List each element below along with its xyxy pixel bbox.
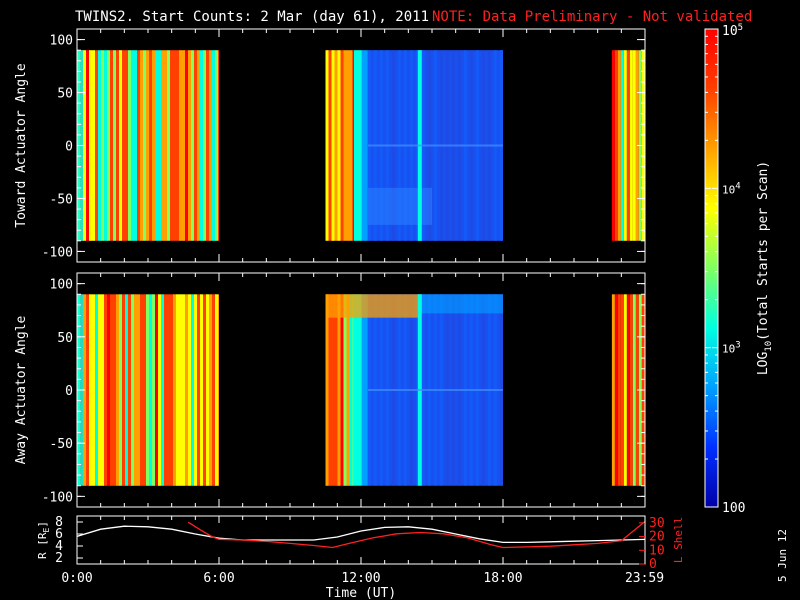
y-tick-label: -50 bbox=[50, 437, 73, 452]
right-tick-label: 30 bbox=[649, 516, 665, 531]
y-tick-label: 0 bbox=[65, 140, 73, 155]
preliminary-note: NOTE: Data Preliminary - Not validated bbox=[432, 9, 752, 25]
x-tick-label: 6:00 bbox=[203, 571, 234, 586]
y-axis-label: Away Actuator Angle bbox=[14, 315, 29, 464]
radius-axis-label: R [RE] bbox=[36, 521, 51, 559]
data-segment bbox=[77, 50, 219, 241]
x-tick-label: 18:00 bbox=[483, 571, 522, 586]
away-angle-panel: 100 50 0 -50 -100 Away Actuator Angle bbox=[14, 272, 646, 508]
y-tick-label: -50 bbox=[50, 192, 73, 207]
left-tick-label: 4 bbox=[55, 539, 63, 554]
y-tick-label: 0 bbox=[65, 384, 73, 399]
y-tick-label: 100 bbox=[50, 278, 73, 293]
left-tick-label: 6 bbox=[55, 527, 63, 542]
right-tick-label: 0 bbox=[649, 557, 657, 572]
x-tick-label: 12:00 bbox=[341, 571, 380, 586]
right-tick-label: 20 bbox=[649, 530, 665, 545]
y-tick-label: 50 bbox=[57, 87, 73, 102]
x-tick-label: 23:59 bbox=[625, 571, 664, 586]
colorbar-tick-label: 104 bbox=[722, 181, 741, 196]
data-segment bbox=[77, 294, 219, 486]
generation-date: 5 Jun 12 bbox=[776, 529, 789, 582]
data-segment bbox=[325, 50, 503, 241]
data-segment bbox=[325, 294, 503, 486]
l-shell-axis-label: L Shell bbox=[672, 517, 685, 563]
plot-title: TWINS2. Start Counts: 2 Mar (day 61), 20… bbox=[75, 9, 429, 25]
y-tick-label: 50 bbox=[57, 331, 73, 346]
colorbar-tick-label: 100 bbox=[722, 501, 745, 516]
y-axis-label: Toward Actuator Angle bbox=[14, 63, 29, 228]
toward-angle-panel: 100 50 0 -50 -100 Toward Actuator Angle bbox=[14, 28, 646, 263]
l-shell-line bbox=[187, 520, 646, 549]
x-tick-label: 0:00 bbox=[61, 571, 92, 586]
y-tick-label: -100 bbox=[42, 245, 73, 260]
y-tick-label: -100 bbox=[42, 490, 73, 505]
left-tick-label: 2 bbox=[55, 551, 63, 566]
colorbar: 100 103 104 105 LOG10(Total Starts per Scan… bbox=[704, 23, 774, 516]
colorbar-scale bbox=[704, 28, 719, 508]
colorbar-label: LOG10(Total Starts per Scan) bbox=[756, 161, 774, 375]
colorbar-tick-label: 103 bbox=[722, 341, 741, 356]
left-tick-label: 8 bbox=[55, 515, 63, 530]
right-tick-label: 10 bbox=[649, 543, 665, 558]
colorbar-tick-label: 105 bbox=[722, 23, 743, 39]
x-axis-label: Time (UT) bbox=[326, 586, 396, 600]
colorbar-ticks: 100 103 104 105 bbox=[705, 23, 745, 516]
radius-line bbox=[76, 525, 646, 544]
y-tick-label: 100 bbox=[50, 34, 73, 49]
